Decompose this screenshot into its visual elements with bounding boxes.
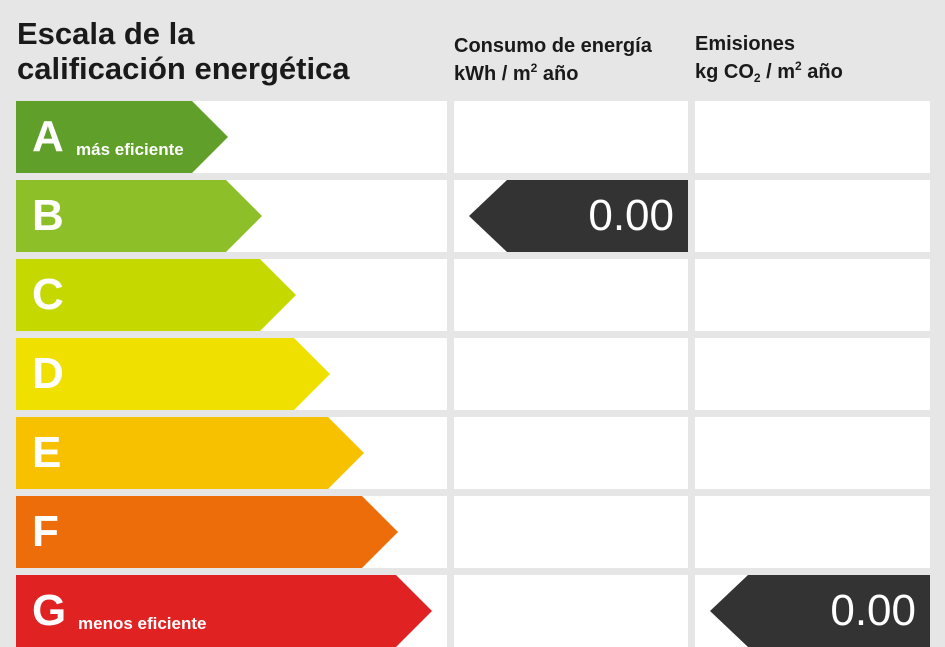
title-line-1: Escala de la (17, 16, 195, 51)
emisiones-cell (695, 101, 930, 173)
title-line-2: calificación energética (17, 51, 350, 86)
rating-letter: C (32, 270, 64, 319)
rating-cell: B (16, 180, 447, 252)
consumo-cell (454, 259, 688, 331)
consumo-cell (454, 338, 688, 410)
rating-row-e: E (0, 417, 945, 489)
rating-row-b: B 0.00 (0, 180, 945, 252)
rating-arrow-b: B (16, 180, 262, 252)
rating-row-c: C (0, 259, 945, 331)
rating-row-d: D (0, 338, 945, 410)
emisiones-header-unit: kg CO2 / m2 año (695, 59, 843, 85)
rating-row-f: F (0, 496, 945, 568)
consumo-value: 0.00 (588, 191, 674, 240)
rating-cell: C (16, 259, 447, 331)
consumo-cell (454, 496, 688, 568)
rating-letter: D (32, 349, 64, 398)
rating-arrow-c: C (16, 259, 296, 331)
rating-note: menos eficiente (78, 614, 207, 633)
emisiones-cell (695, 338, 930, 410)
consumo-value-marker: 0.00 (469, 180, 688, 252)
rating-letter: A (32, 112, 64, 161)
rating-letter: E (32, 428, 62, 477)
consumo-cell (454, 417, 688, 489)
rating-arrow-d: D (16, 338, 330, 410)
consumo-header-title: Consumo de energía (454, 35, 652, 57)
emisiones-value: 0.00 (830, 586, 916, 635)
emisiones-cell (695, 180, 930, 252)
rating-cell: F (16, 496, 447, 568)
emisiones-cell (695, 417, 930, 489)
emisiones-header-title: Emisiones (695, 33, 796, 55)
rating-cell: E (16, 417, 447, 489)
emisiones-value-marker: 0.00 (710, 575, 930, 647)
consumo-cell (454, 575, 688, 647)
emisiones-cell (695, 259, 930, 331)
emisiones-header: Emisiones kg CO2 / m2 año (695, 30, 843, 86)
rating-letter: F (32, 507, 59, 556)
rating-cell: D (16, 338, 447, 410)
consumo-cell (454, 101, 688, 173)
rating-arrow-f: F (16, 496, 398, 568)
rating-letter: G (32, 586, 67, 635)
rating-note: más eficiente (76, 140, 184, 159)
consumo-header: Consumo de energía kWh / m2 año (454, 32, 652, 88)
emisiones-cell (695, 496, 930, 568)
consumo-cell: 0.00 (454, 180, 688, 252)
emisiones-cell: 0.00 (695, 575, 930, 647)
rating-arrow-e: E (16, 417, 364, 489)
rating-letter: B (32, 191, 64, 240)
consumo-header-unit: kWh / m2 año (454, 61, 579, 85)
page-title: Escala de la calificación energética (17, 16, 350, 86)
